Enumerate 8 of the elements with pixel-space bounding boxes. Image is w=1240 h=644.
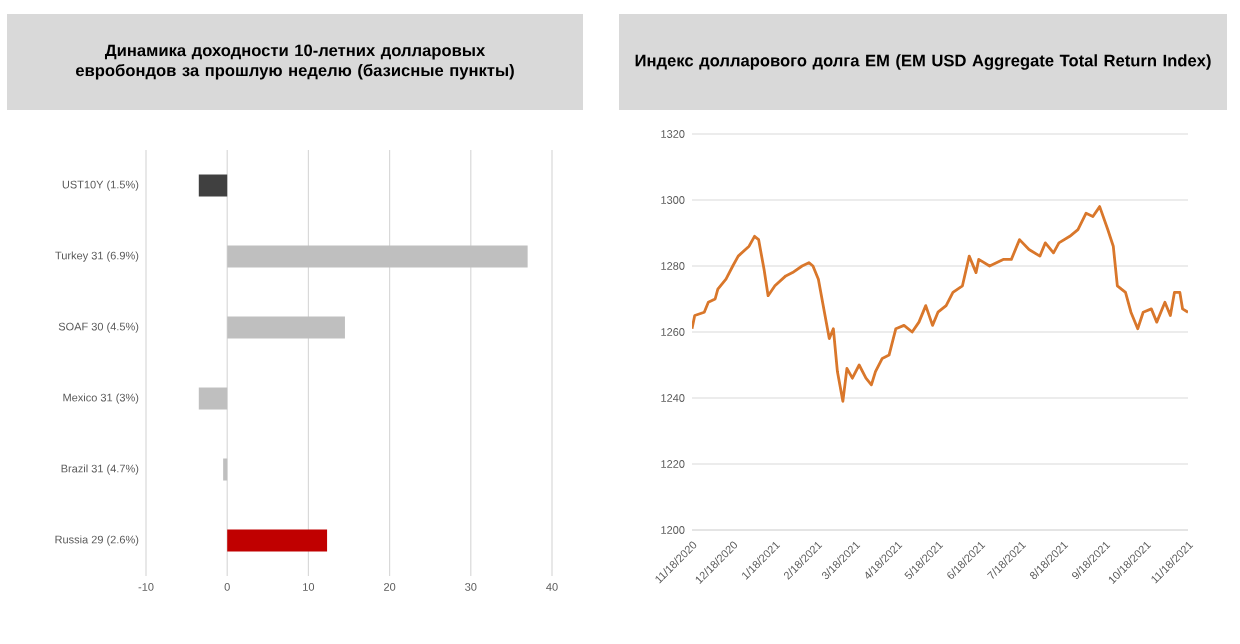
bar (198, 174, 228, 197)
bar (198, 387, 228, 410)
chart-title: Индекс долларового долга EM (EM USD Aggregate Total Return Index) (635, 54, 1211, 70)
bar (227, 245, 528, 268)
bar (227, 316, 345, 339)
line-series (692, 205, 1189, 403)
bar (227, 529, 328, 552)
chart-title: Динамика доходности 10-летних долларовых евробондов за прошлую неделю (базисные пункты) (76, 44, 514, 80)
